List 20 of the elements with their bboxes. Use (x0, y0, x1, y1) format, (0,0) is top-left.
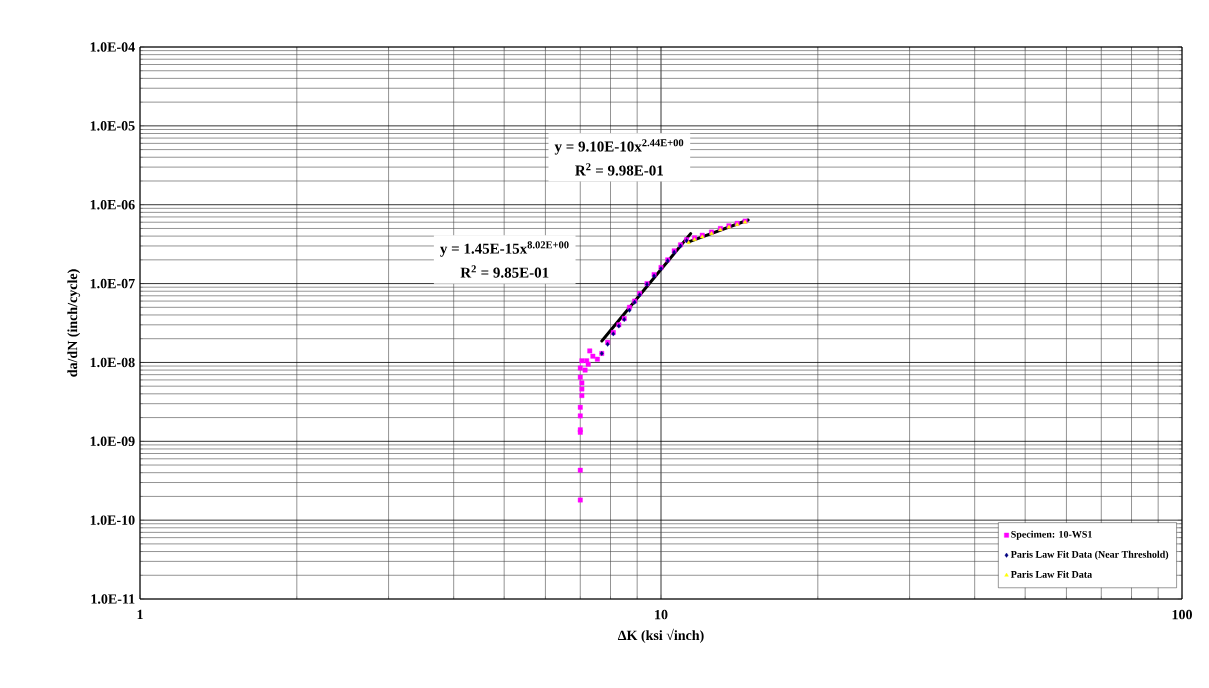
y-tick-label: 1.0E-11 (91, 594, 135, 604)
annotation: R$^{2}$ = 9.85E-01 (460, 265, 549, 278)
x-tick-label: 100 (1172, 609, 1192, 620)
y-tick-label: 1.0E-07 (90, 278, 135, 289)
legend-label: Paris Law Fit Data (Near Threshold) (1010, 550, 1169, 560)
y-tick-label: 1.0E-08 (90, 357, 135, 368)
legend-label: Specimen: 10-WS1 (1011, 530, 1092, 540)
y-tick-label: 1.0E-09 (90, 436, 135, 447)
x-axis-title: ΔK (ksi √inch) (617, 628, 704, 643)
y-tick-label: 1.0E-05 (90, 121, 135, 131)
y-axis-title: da/dN (inch/cycle) (67, 269, 81, 377)
x-tick-label: 10 (655, 609, 668, 620)
y-tick-label: 1.0E-04 (90, 42, 135, 52)
annotation: y = 9.10E-10x$^{2.44E+00}$ (554, 139, 684, 155)
y-tick-label: 1.0E-10 (90, 515, 135, 525)
x-tick-label: 1 (137, 609, 143, 620)
annotation: R$^{2}$ = 9.98E-01 (575, 163, 664, 176)
annotation: y = 1.45E-15x$^{8.02E+00}$ (440, 241, 569, 257)
y-tick-label: 1.0E-06 (90, 199, 135, 210)
legend-label: Paris Law Fit Data (1010, 570, 1092, 578)
